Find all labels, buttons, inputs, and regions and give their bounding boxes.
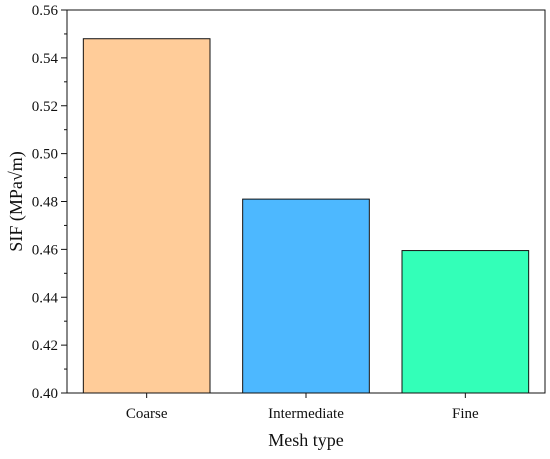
x-axis-title: Mesh type bbox=[268, 430, 344, 450]
y-tick-label: 0.48 bbox=[32, 195, 58, 211]
y-tick-label: 0.46 bbox=[32, 242, 59, 258]
x-tick-label: Fine bbox=[452, 406, 479, 422]
bar-coarse bbox=[83, 39, 210, 393]
y-tick-label: 0.42 bbox=[32, 338, 58, 354]
x-tick-label: Coarse bbox=[126, 406, 168, 422]
y-tick-label: 0.54 bbox=[32, 51, 59, 67]
bar-fine bbox=[402, 251, 529, 393]
y-tick-label: 0.52 bbox=[32, 99, 58, 115]
x-tick-label: Intermediate bbox=[268, 406, 344, 422]
y-axis-title: SIF (MPa√m) bbox=[6, 151, 27, 251]
y-tick-label: 0.44 bbox=[32, 290, 59, 306]
bars-layer bbox=[83, 39, 528, 393]
y-tick-label: 0.40 bbox=[32, 386, 58, 402]
y-tick-label: 0.56 bbox=[32, 3, 59, 19]
bar-intermediate bbox=[243, 199, 370, 393]
y-tick-label: 0.50 bbox=[32, 147, 58, 163]
